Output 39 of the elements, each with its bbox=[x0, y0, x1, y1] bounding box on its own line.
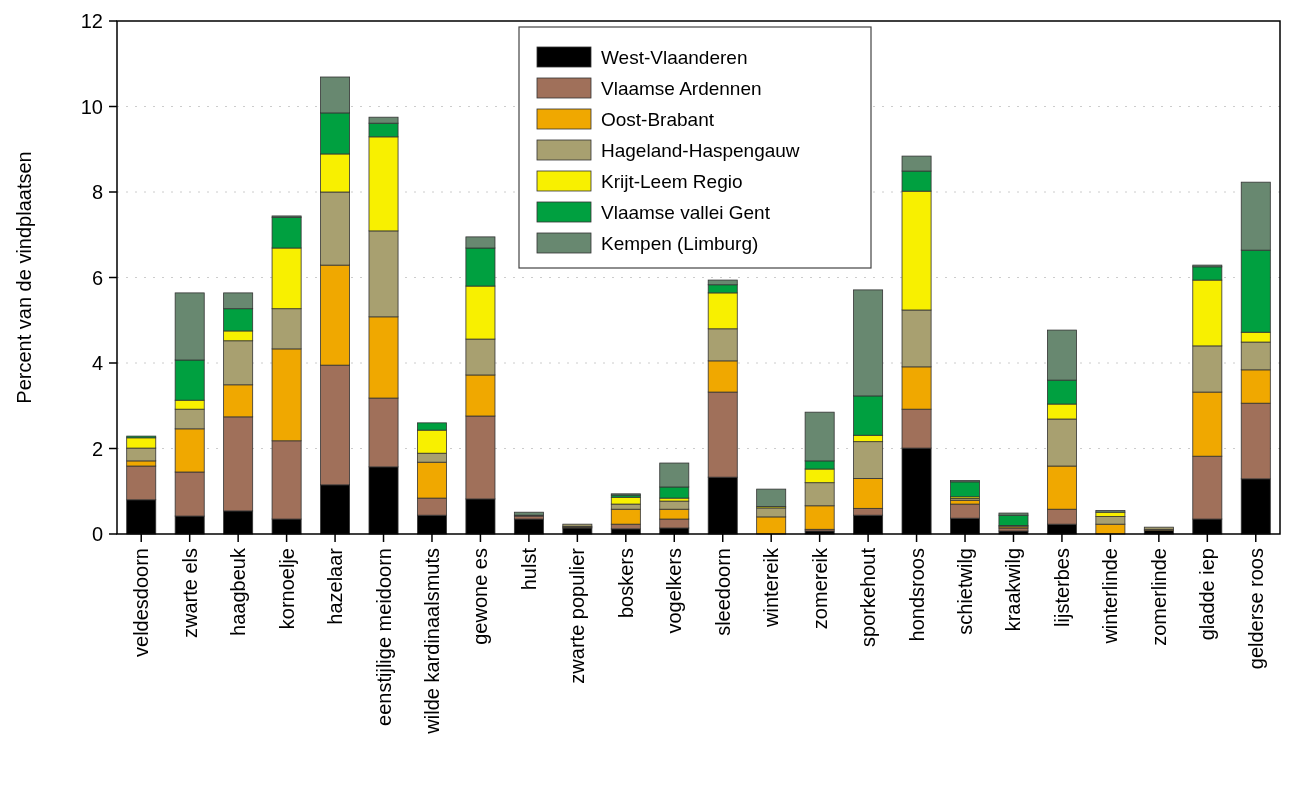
legend-label: Krijt-Leem Regio bbox=[601, 170, 743, 192]
y-tick-label: 6 bbox=[91, 266, 103, 289]
x-tick-label: zomerlinde bbox=[1147, 548, 1170, 646]
x-tick-label: gewone es bbox=[469, 548, 492, 645]
x-tick-label: hulst bbox=[517, 547, 540, 591]
y-tick-label: 8 bbox=[91, 181, 103, 203]
x-tick-label: wilde kardinaalsmuts bbox=[420, 548, 443, 735]
legend-label: Hageland-Haspengauw bbox=[601, 139, 800, 161]
x-tick-label: kraakwilg bbox=[1002, 548, 1025, 632]
x-tick-label: gladde iep bbox=[1196, 548, 1219, 641]
y-tick-label: 10 bbox=[80, 95, 103, 118]
x-tick-label: hondsroos bbox=[905, 548, 928, 642]
legend-label: Vlaamse Ardennen bbox=[601, 77, 762, 99]
x-tick-label: veldesdoorn bbox=[130, 548, 153, 657]
x-tick-label: eenstijlige meidoorn bbox=[372, 548, 395, 726]
y-tick-label: 4 bbox=[91, 352, 103, 374]
legend-label: Kempen (Limburg) bbox=[601, 232, 759, 254]
x-tick-label: wintereik bbox=[760, 547, 783, 628]
y-axis-title: Percent van de vindplaatsen bbox=[13, 151, 35, 404]
x-tick-label: boskers bbox=[614, 548, 637, 619]
x-tick-label: winterlinde bbox=[1099, 548, 1122, 645]
x-tick-label: haagbeuk bbox=[227, 547, 250, 636]
legend-label: Oost-Brabant bbox=[601, 108, 715, 130]
x-tick-label: zwarte els bbox=[178, 548, 201, 639]
y-tick-label: 0 bbox=[91, 523, 103, 545]
x-tick-label: sporkehout bbox=[857, 547, 880, 647]
x-tick-label: zwarte populier bbox=[566, 547, 589, 684]
x-tick-label: gelderse roos bbox=[1244, 548, 1267, 670]
legend-label: West-Vlaanderen bbox=[601, 46, 748, 68]
y-tick-label: 2 bbox=[91, 437, 103, 460]
x-tick-label: hazelaar bbox=[324, 547, 347, 625]
x-tick-label: schietwilg bbox=[954, 548, 977, 635]
y-tick-label: 12 bbox=[80, 10, 103, 32]
x-tick-label: lijsterbes bbox=[1050, 548, 1073, 627]
legend-label: Vlaamse vallei Gent bbox=[601, 201, 771, 223]
x-tick-label: sleedoorn bbox=[711, 548, 734, 636]
x-tick-label: kornoelje bbox=[275, 548, 298, 630]
x-tick-label: zomereik bbox=[808, 547, 831, 630]
x-tick-label: vogelkers bbox=[663, 548, 686, 634]
